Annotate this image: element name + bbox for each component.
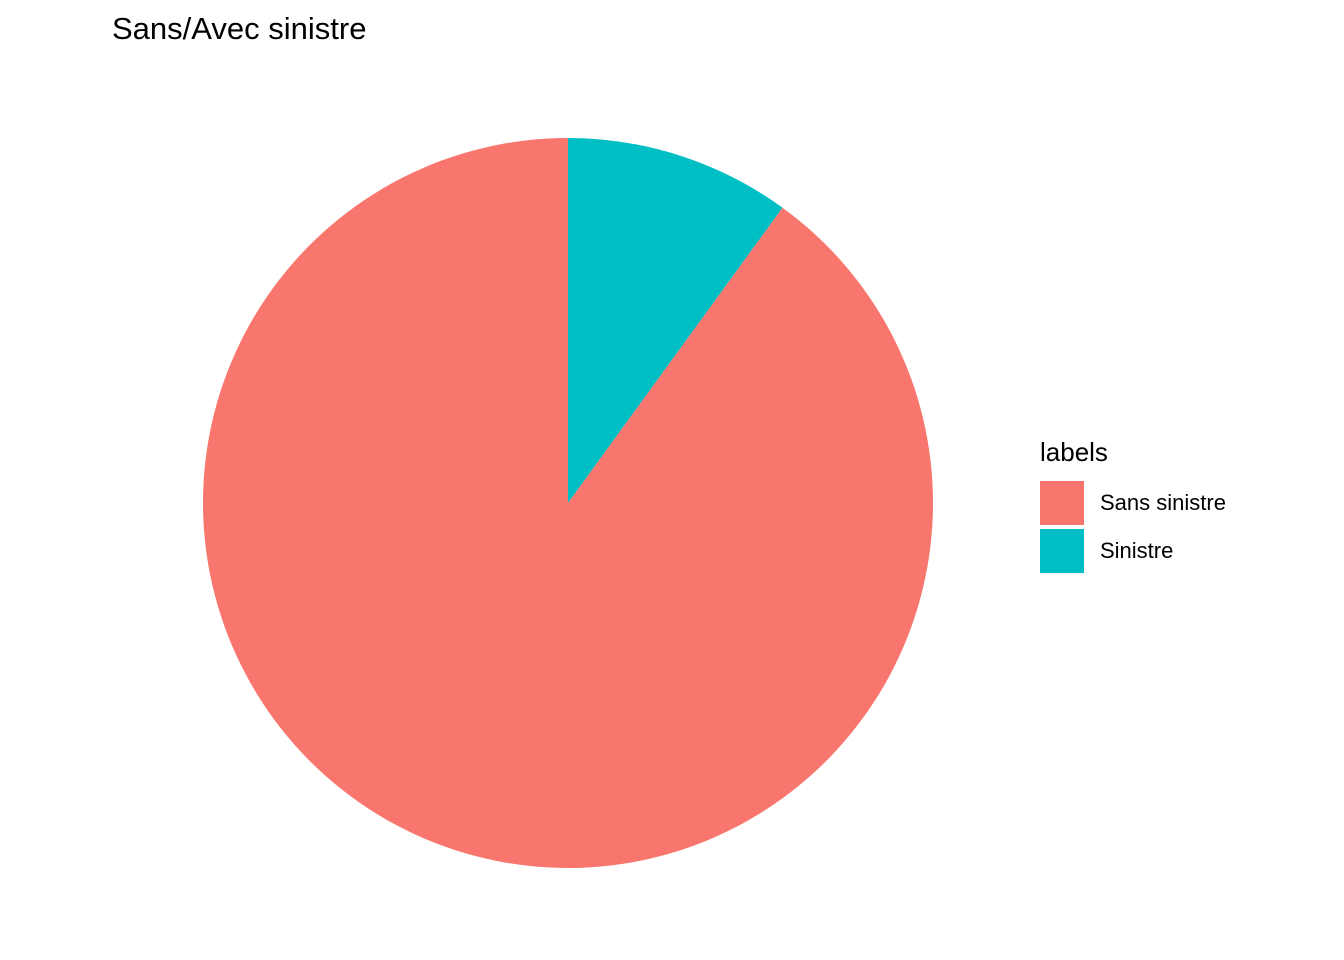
legend-swatch-sinistre bbox=[1040, 529, 1084, 573]
legend: labels Sans sinistre Sinistre bbox=[1040, 436, 1226, 576]
legend-swatch-sans-sinistre bbox=[1040, 481, 1084, 525]
pie-slice-sinistre bbox=[568, 138, 783, 503]
legend-label-sans-sinistre: Sans sinistre bbox=[1100, 490, 1226, 515]
chart-title: Sans/Avec sinistre bbox=[112, 11, 367, 46]
legend-label-sinistre: Sinistre bbox=[1100, 538, 1174, 563]
legend-item-sinistre: Sinistre bbox=[1040, 528, 1226, 574]
pie-slices bbox=[202, 138, 933, 869]
legend-item-sans-sinistre: Sans sinistre bbox=[1040, 480, 1226, 526]
pie-slice-sans-sinistre bbox=[202, 138, 933, 869]
legend-title: labels bbox=[1040, 437, 1108, 467]
